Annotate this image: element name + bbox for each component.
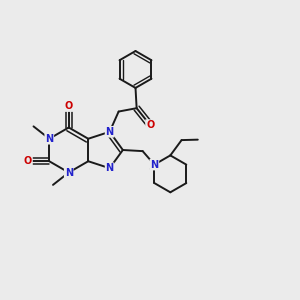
Text: N: N bbox=[150, 160, 158, 170]
Text: O: O bbox=[146, 120, 154, 130]
Text: N: N bbox=[106, 163, 114, 173]
Text: O: O bbox=[24, 156, 32, 166]
Text: N: N bbox=[65, 167, 73, 178]
Text: O: O bbox=[64, 101, 73, 111]
Text: N: N bbox=[45, 134, 53, 144]
Text: N: N bbox=[106, 127, 114, 137]
